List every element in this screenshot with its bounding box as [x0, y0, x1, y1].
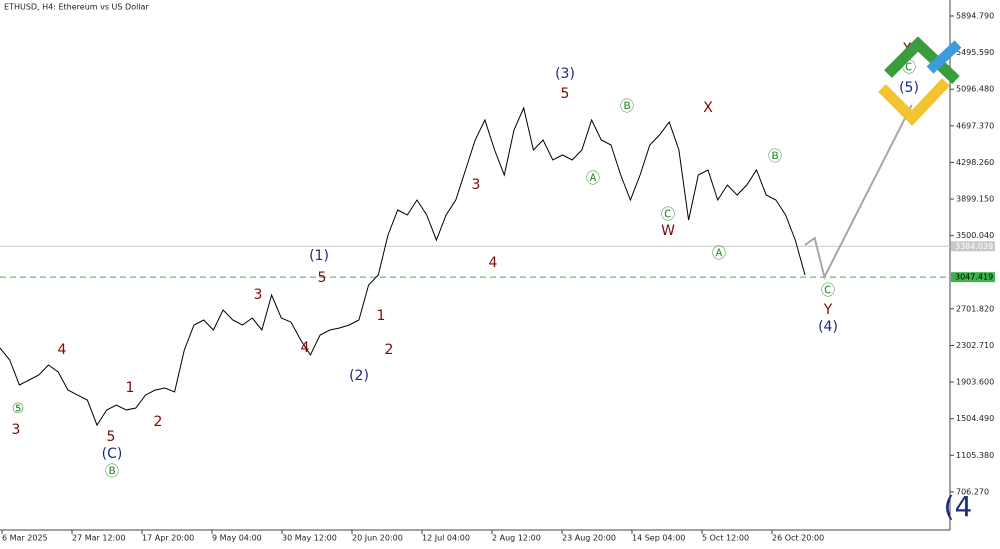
- wave-label: (5): [899, 80, 919, 96]
- x-tick-label: 5 Oct 12:00: [702, 534, 749, 543]
- y-tick-label: 3899.150: [956, 195, 994, 204]
- wave-label: 4: [301, 340, 310, 356]
- wave-label: 4: [58, 342, 67, 358]
- wave-label: Ⓐ: [712, 246, 726, 262]
- x-tick-label: 23 Aug 20:00: [562, 534, 616, 543]
- x-tick-label: 9 May 04:00: [212, 534, 262, 543]
- price-label: 3384.039: [955, 242, 993, 251]
- y-tick-label: 5894.790: [956, 11, 994, 20]
- wave-label: 3: [254, 287, 263, 303]
- wave-label: Ⓐ: [586, 171, 600, 187]
- y-tick-label: 706.270: [956, 487, 989, 496]
- y-tick-label: 4298.260: [956, 158, 994, 167]
- x-tick-label: 12 Jul 04:00: [422, 534, 470, 543]
- y-tick-label: 2302.710: [956, 341, 994, 350]
- wave-label: 5: [107, 429, 116, 445]
- wave-label: X: [703, 100, 713, 116]
- x-tick-label: 20 Jun 20:00: [352, 534, 403, 543]
- x-tick-label: 26 Oct 20:00: [772, 534, 824, 543]
- wave-label: 2: [154, 414, 163, 430]
- y-tick-label: 3500.040: [956, 231, 994, 240]
- y-tick-label: 1903.600: [956, 378, 994, 387]
- wave-label: (4): [818, 319, 838, 335]
- y-tick-label: 5495.590: [956, 48, 994, 57]
- wave-label: 5: [318, 270, 327, 286]
- wave-label: 5: [561, 86, 570, 102]
- wave-label: 2: [385, 342, 394, 358]
- price-line-series: [804, 104, 913, 280]
- x-tick-label: 17 Apr 20:00: [142, 534, 194, 543]
- wave-label: (2): [349, 368, 369, 384]
- y-tick-label: 4697.370: [956, 121, 994, 130]
- wave-label: (3): [555, 66, 575, 82]
- price-box: [951, 241, 995, 252]
- y-tick-label: 2701.820: [956, 304, 994, 313]
- wave-label: (4: [944, 490, 973, 523]
- wave-label: W: [661, 223, 675, 239]
- wave-label: Y: [823, 302, 833, 318]
- price-box: [951, 272, 995, 283]
- wave-label: 3: [472, 177, 481, 193]
- y-tick-label: 5096.480: [956, 85, 994, 94]
- wave-label: (C): [102, 446, 123, 462]
- wave-label: ⑤: [12, 401, 25, 417]
- chart-title: ETHUSD, H4: Ethereum vs US Dollar: [4, 3, 149, 12]
- wave-label: Ⓒ: [821, 283, 835, 299]
- wave-label: (1): [309, 248, 329, 264]
- wave-label: 1: [377, 308, 386, 324]
- wave-label: 1: [126, 380, 135, 396]
- wave-label: Ⓑ: [620, 99, 634, 115]
- x-tick-label: 2 Aug 12:00: [492, 534, 541, 543]
- x-tick-label: 14 Sep 04:00: [632, 534, 685, 543]
- wave-label: Ⓒ: [661, 207, 675, 223]
- price-label: 3047.419: [955, 273, 993, 282]
- wave-label: Ⓑ: [768, 149, 782, 165]
- price-line-series: [0, 106, 806, 427]
- wave-label: 4: [489, 255, 498, 271]
- x-tick-label: 30 May 12:00: [282, 534, 337, 543]
- x-tick-label: 27 Mar 12:00: [72, 534, 125, 543]
- y-tick-label: 1105.380: [956, 451, 994, 460]
- logo: [878, 36, 962, 126]
- wave-label: 3: [12, 422, 21, 438]
- y-tick-label: 1504.490: [956, 414, 994, 423]
- wave-label: Ⓑ: [105, 464, 119, 480]
- x-tick-label: 6 Mar 2025: [2, 534, 48, 543]
